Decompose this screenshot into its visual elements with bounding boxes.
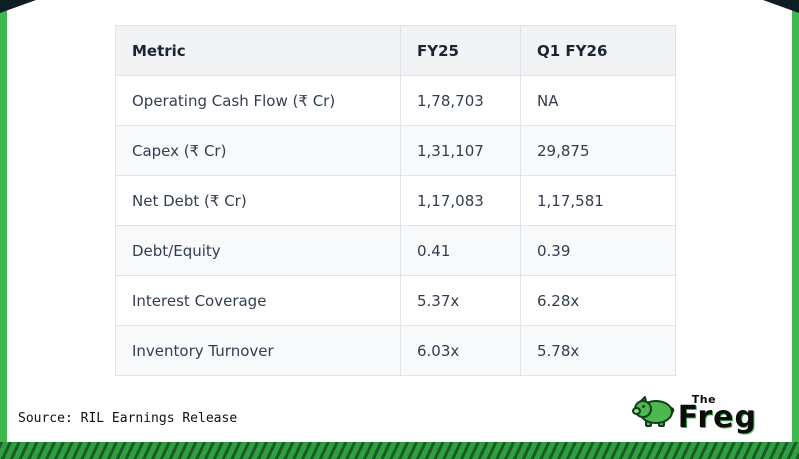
left-green-border (0, 0, 7, 459)
table-row: Capex (₹ Cr) 1,31,107 29,875 (115, 125, 676, 176)
cell-metric: Operating Cash Flow (₹ Cr) (115, 75, 401, 126)
table-row: Operating Cash Flow (₹ Cr) 1,78,703 NA (115, 75, 676, 126)
header-fy25: FY25 (400, 25, 521, 76)
right-green-border (792, 0, 799, 459)
cell-fy25: 1,78,703 (400, 75, 521, 126)
header-metric: Metric (115, 25, 401, 76)
cell-q1fy26: 0.39 (520, 225, 676, 276)
bottom-pattern-strip (0, 442, 799, 459)
cell-fy25: 0.41 (400, 225, 521, 276)
freg-logo-text: The Freg (678, 394, 757, 433)
table-row: Debt/Equity 0.41 0.39 (115, 225, 676, 276)
table-row: Interest Coverage 5.37x 6.28x (115, 275, 676, 326)
cell-metric: Net Debt (₹ Cr) (115, 175, 401, 226)
table-row: Net Debt (₹ Cr) 1,17,083 1,17,581 (115, 175, 676, 226)
cell-metric: Inventory Turnover (115, 325, 401, 376)
cell-metric: Debt/Equity (115, 225, 401, 276)
corner-notch-left (0, 0, 36, 13)
freg-mascot-icon (630, 392, 676, 434)
logo-name: Freg (677, 399, 757, 435)
cell-q1fy26: 29,875 (520, 125, 676, 176)
cell-fy25: 5.37x (400, 275, 521, 326)
cell-fy25: 1,17,083 (400, 175, 521, 226)
metrics-table-card: Metric FY25 Q1 FY26 Operating Cash Flow … (115, 25, 676, 376)
cell-q1fy26: 6.28x (520, 275, 676, 326)
cell-metric: Capex (₹ Cr) (115, 125, 401, 176)
source-text: Source: RIL Earnings Release (18, 411, 238, 426)
freg-logo: The Freg (630, 392, 757, 434)
table-header-row: Metric FY25 Q1 FY26 (115, 25, 676, 76)
cell-q1fy26: 5.78x (520, 325, 676, 376)
table-row: Inventory Turnover 6.03x 5.78x (115, 325, 676, 376)
cell-q1fy26: 1,17,581 (520, 175, 676, 226)
cell-fy25: 6.03x (400, 325, 521, 376)
metrics-table: Metric FY25 Q1 FY26 Operating Cash Flow … (115, 25, 676, 376)
cell-fy25: 1,31,107 (400, 125, 521, 176)
header-q1fy26: Q1 FY26 (520, 25, 676, 76)
logo-prefix: The (691, 392, 717, 406)
cell-q1fy26: NA (520, 75, 676, 126)
cell-metric: Interest Coverage (115, 275, 401, 326)
